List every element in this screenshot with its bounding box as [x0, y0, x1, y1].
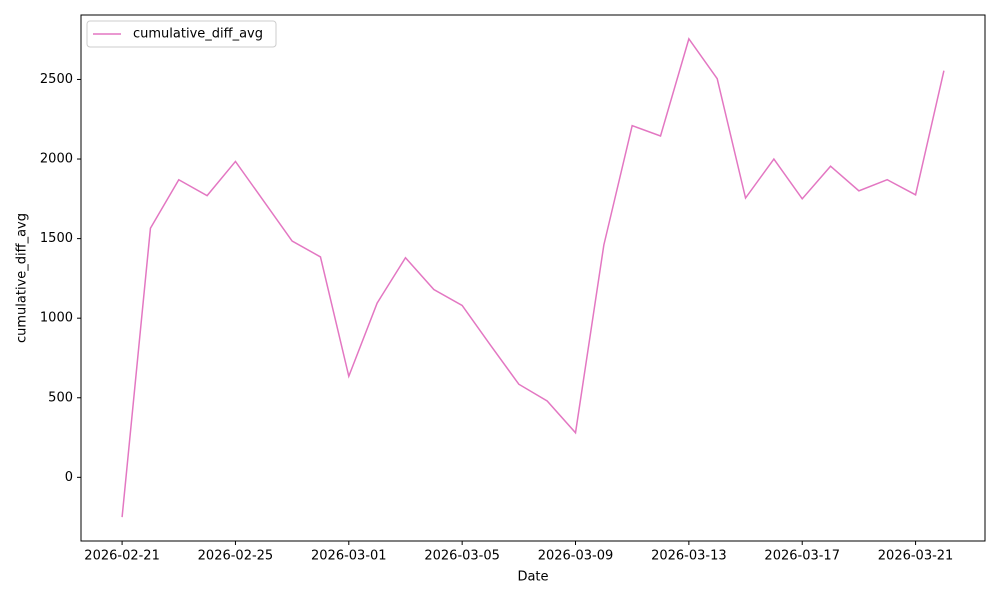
y-tick-label: 1500 — [40, 231, 73, 246]
y-tick-label: 500 — [48, 390, 73, 405]
y-tick-label: 2500 — [40, 72, 73, 87]
x-tick-label: 2026-02-25 — [198, 549, 274, 564]
line — [121, 37, 945, 518]
y-tick-label: 0 — [65, 470, 73, 485]
x-tick-label: 2026-03-01 — [311, 549, 387, 564]
y-axis-label: cumulative_diff_avg — [15, 213, 30, 343]
x-tick-label: 2026-03-21 — [878, 549, 954, 564]
y-tick-label: 1000 — [40, 311, 73, 326]
legend-box — [86, 20, 277, 48]
x-tick-label: 2026-02-21 — [84, 549, 160, 564]
x-axis-label: Date — [517, 570, 548, 585]
plot-frame — [80, 14, 986, 542]
x-tick-label: 2026-03-05 — [424, 549, 500, 564]
x-tick-label: 2026-03-09 — [538, 549, 614, 564]
y-tick-label: 2000 — [40, 152, 73, 167]
x-tick-label: 2026-03-17 — [764, 549, 840, 564]
x-tick-label: 2026-03-13 — [651, 549, 727, 564]
legend-label: cumulative_diff_avg — [133, 27, 263, 42]
